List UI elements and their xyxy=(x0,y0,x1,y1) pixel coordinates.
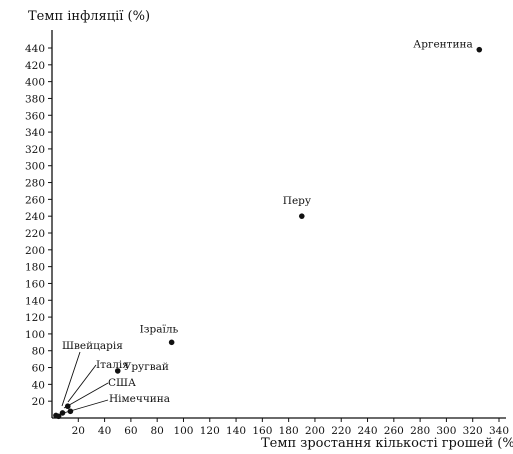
y-tick-label: 380 xyxy=(25,93,45,105)
x-tick-label: 60 xyxy=(124,425,137,437)
point-label: Німеччина xyxy=(109,393,170,405)
y-ticks: 20 40 60 80 100 120 140 160 180 200 220 240 260 280 30… xyxy=(25,43,52,408)
label-leader-line xyxy=(63,382,109,409)
y-tick-label: 440 xyxy=(25,43,45,55)
y-tick-label: 360 xyxy=(25,110,45,122)
y-tick-label: 420 xyxy=(25,60,45,72)
x-tick-label: 40 xyxy=(98,425,111,437)
y-tick-label: 80 xyxy=(32,346,45,358)
y-tick-label: 280 xyxy=(25,178,45,190)
x-tick-label: 300 xyxy=(436,425,456,437)
data-point xyxy=(476,46,483,53)
x-tick-label: 200 xyxy=(305,425,325,437)
y-tick-label: 300 xyxy=(25,161,45,173)
y-tick-label: 20 xyxy=(32,396,45,408)
label-leader-line xyxy=(67,364,97,403)
y-tick-label: 40 xyxy=(32,379,45,391)
data-point xyxy=(114,368,121,374)
x-tick-label: 340 xyxy=(489,425,509,437)
x-tick-label: 20 xyxy=(72,425,85,437)
y-tick-label: 320 xyxy=(25,144,45,156)
label-leader-lines xyxy=(59,351,109,415)
x-ticks: 20 40 60 80 100 120 140 160 180 200 220 240 260 280 30… xyxy=(72,418,509,437)
x-tick-label: 220 xyxy=(331,425,351,437)
y-tick-label: 340 xyxy=(25,127,45,139)
point-label: Ізраїль xyxy=(140,323,179,335)
x-tick-label: 180 xyxy=(279,425,299,437)
y-tick-label: 120 xyxy=(25,312,45,324)
y-tick-label: 100 xyxy=(25,329,45,341)
point-label: Аргентина xyxy=(413,39,472,51)
data-point xyxy=(59,410,66,416)
axes xyxy=(51,30,506,419)
data-point xyxy=(298,213,305,219)
x-tick-label: 240 xyxy=(358,425,378,437)
x-tick-label: 320 xyxy=(463,425,483,437)
y-tick-label: 400 xyxy=(25,77,45,89)
x-tick-label: 120 xyxy=(200,425,220,437)
data-point xyxy=(67,408,74,415)
y-axis-title: Темп інфляції (%) xyxy=(28,9,150,24)
x-tick-label: 80 xyxy=(150,425,163,437)
data-point xyxy=(55,413,62,420)
x-tick-label: 140 xyxy=(226,425,246,437)
x-tick-label: 100 xyxy=(173,425,193,437)
label-leader-line xyxy=(61,351,81,407)
y-tick-label: 140 xyxy=(25,295,45,307)
point-label: Перу xyxy=(283,195,312,207)
data-point xyxy=(64,403,71,410)
y-tick-label: 60 xyxy=(32,363,45,375)
y-tick-label: 240 xyxy=(25,211,45,223)
y-tick-label: 180 xyxy=(25,262,45,274)
data-points xyxy=(53,46,483,420)
point-label: Швейцарія xyxy=(62,340,123,352)
y-tick-label: 260 xyxy=(25,194,45,206)
data-point xyxy=(168,339,175,346)
y-tick-label: 220 xyxy=(25,228,45,240)
x-axis-title: Темп зростання кількості грошей (%) xyxy=(261,436,513,451)
y-tick-label: 160 xyxy=(25,278,45,290)
point-label: Італія xyxy=(96,359,129,371)
x-tick-label: 260 xyxy=(384,425,404,437)
x-tick-label: 160 xyxy=(252,425,272,437)
point-label: США xyxy=(108,377,136,389)
y-tick-label: 200 xyxy=(25,245,45,257)
x-tick-label: 280 xyxy=(410,425,430,437)
point-label: Уругвай xyxy=(124,361,169,373)
